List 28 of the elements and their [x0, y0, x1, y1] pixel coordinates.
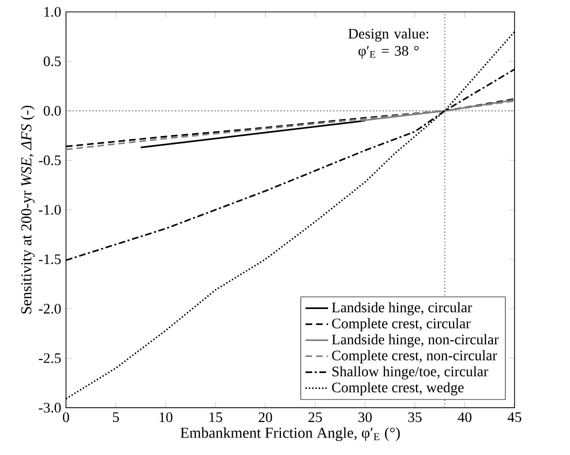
x-tick-label: 5 [113, 412, 119, 422]
x-tick-label: 40 [458, 412, 472, 422]
legend-label: Landside hinge, circular [332, 302, 472, 316]
x-tick-label: 30 [358, 412, 372, 422]
y-tick-label: 0.0 [44, 106, 61, 116]
legend-label: Complete crest, non-circular [332, 350, 498, 364]
legend-label: Landside hinge, non-circular [332, 334, 499, 348]
x-tick-label: 20 [258, 412, 272, 422]
y-tick-label: -3.0 [38, 402, 61, 413]
y-axis-title: Sensitivity at 200-yr WSE, ΔFS (-) [20, 106, 35, 314]
y-tick-label: -2.0 [38, 304, 61, 314]
y-tick-label: 0.5 [44, 56, 61, 66]
x-tick-label: 15 [210, 412, 222, 422]
ref-line-label: Design value: φ′$_{E}$ = 38 ° [348, 28, 428, 59]
x-axis-title: Embankment Friction Angle, φ′$_{E}$ (°) [180, 427, 400, 441]
legend-label: Shallow hinge/toe, circular [332, 366, 488, 380]
x-tick-label: 35 [408, 412, 422, 422]
y-tick-label: -1.5 [38, 254, 61, 264]
x-tick-label: 10 [160, 412, 172, 422]
y-tick-label: -0.5 [38, 155, 61, 166]
x-tick-label: 25 [308, 412, 322, 422]
y-tick-label: 1.0 [44, 6, 61, 17]
y-tick-label: -1.0 [38, 204, 61, 215]
x-tick-label: 0 [62, 412, 70, 422]
legend-label: Complete crest, circular [332, 318, 470, 332]
legend-label: Complete crest, wedge [332, 382, 464, 396]
x-tick-label: 45 [508, 412, 522, 422]
y-tick-label: -2.5 [38, 353, 61, 364]
